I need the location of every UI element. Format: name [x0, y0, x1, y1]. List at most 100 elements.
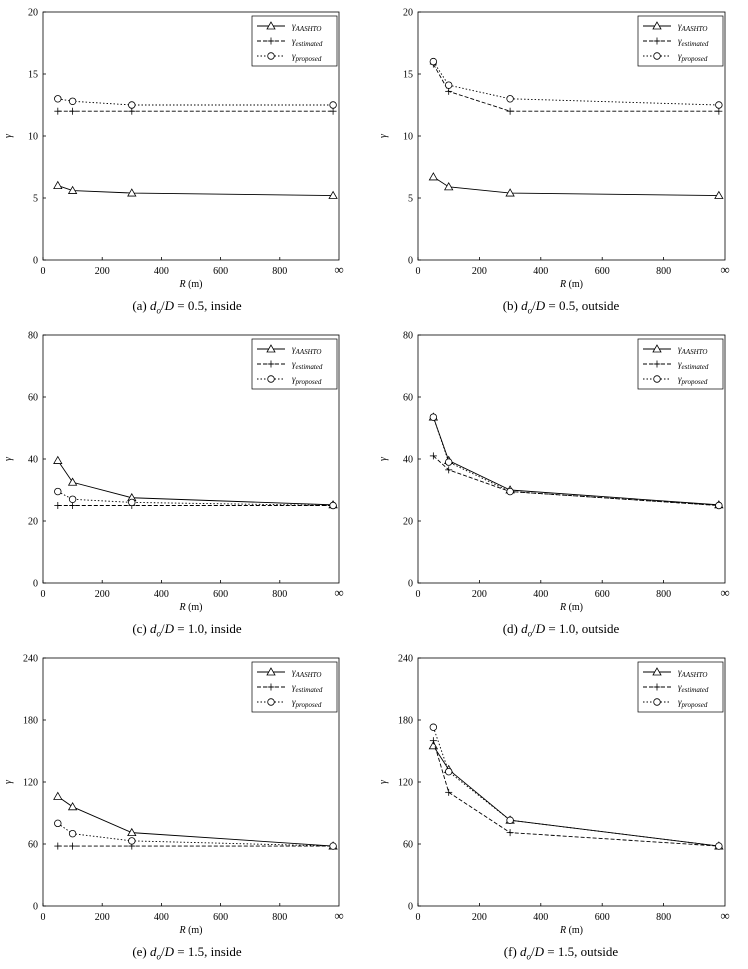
y-tick-label: 60: [403, 393, 413, 404]
data-point: [53, 455, 63, 464]
y-axis-label: γ: [3, 779, 14, 784]
data-point: [127, 827, 137, 837]
x-tick-label: 600: [595, 912, 610, 923]
legend-marker: [653, 52, 661, 60]
series-line: [57, 796, 334, 847]
series-proposed: [54, 819, 337, 850]
x-tick-label-infinity: ∞: [334, 585, 343, 600]
chart-panel-f: 0 60 120 180 240 0 200 400 600 800 ∞ R (m) γ γAASHTO γ…: [374, 646, 748, 969]
series-line: [432, 745, 719, 847]
y-axis-label: γ: [3, 456, 14, 461]
legend-entry: γestimated: [678, 36, 709, 48]
caption-side: inside: [210, 621, 242, 636]
caption-side: outside: [581, 298, 620, 313]
data-point: [54, 107, 62, 115]
x-tick-label-infinity: ∞: [720, 262, 729, 277]
legend-entry: γAASHTO: [292, 667, 321, 679]
data-point: [506, 487, 514, 496]
panel-caption: (e) do/D = 1.5, inside: [132, 944, 242, 962]
y-axis-label: γ: [378, 456, 389, 461]
series-aashto: [53, 180, 338, 199]
data-point: [128, 107, 136, 115]
legend-entry: γproposed: [678, 374, 708, 386]
y-tick-label: 10: [403, 132, 413, 143]
caption-value: 1.5: [187, 944, 205, 959]
series-line: [57, 822, 334, 847]
panel-caption: (b) do/D = 0.5, outside: [502, 298, 620, 316]
x-tick-label: 600: [213, 266, 228, 277]
y-tick-label: 120: [23, 778, 38, 789]
series-line: [57, 98, 334, 106]
y-tick-label: 0: [408, 256, 413, 267]
caption-letter: (a): [132, 298, 147, 313]
data-point: [54, 95, 62, 103]
caption-value: 0.5: [558, 298, 576, 313]
y-axis-label: γ: [378, 779, 389, 784]
x-tick-label-infinity: ∞: [720, 585, 729, 600]
caption-side: outside: [581, 621, 620, 636]
series-line: [57, 491, 334, 506]
legend: γAASHTO γestimated γproposed: [251, 661, 338, 713]
data-point: [329, 101, 337, 109]
legend-marker: [652, 21, 662, 30]
y-tick-label: 80: [28, 331, 38, 342]
y-tick-label: 40: [28, 455, 38, 466]
legend-marker: [267, 52, 275, 60]
data-point: [445, 87, 453, 95]
x-tick-label: 400: [533, 589, 548, 600]
data-point: [445, 466, 453, 474]
data-point: [127, 188, 137, 197]
legend-marker: [266, 344, 276, 353]
x-tick-label: 400: [533, 912, 548, 923]
y-tick-label: 20: [403, 8, 413, 19]
legend: γAASHTO γestimated γproposed: [637, 338, 724, 390]
legend-marker: [653, 360, 661, 368]
y-axis-label: γ: [3, 133, 14, 138]
series-proposed: [429, 413, 723, 510]
x-tick-label: 600: [213, 912, 228, 923]
legend-entry: γestimated: [678, 682, 709, 694]
legend-entry: γestimated: [292, 359, 323, 371]
legend-entry: γproposed: [678, 697, 708, 709]
legend-marker: [652, 667, 662, 676]
series-line: [432, 61, 719, 106]
data-point: [68, 97, 77, 105]
y-tick-label: 180: [23, 716, 38, 727]
x-axis-label: R (m): [559, 925, 583, 936]
data-point: [715, 107, 723, 115]
y-tick-label: 5: [33, 194, 38, 205]
legend-entry: γproposed: [292, 374, 322, 386]
y-tick-label: 240: [23, 654, 38, 665]
series-proposed: [54, 95, 337, 109]
data-point: [506, 829, 514, 837]
legend-entry: γAASHTO: [678, 344, 707, 356]
data-point: [506, 95, 514, 103]
caption-side: outside: [580, 944, 619, 959]
legend-entry: γestimated: [292, 36, 323, 48]
series-line: [57, 185, 334, 196]
y-tick-label: 40: [403, 455, 413, 466]
caption-value: 1.0: [558, 621, 576, 636]
legend-entry: γproposed: [292, 51, 322, 63]
y-tick-label: 0: [33, 902, 38, 913]
data-point: [329, 501, 337, 510]
series-proposed: [54, 487, 337, 510]
legend-entry: γestimated: [678, 359, 709, 371]
series-estimated: [54, 107, 337, 115]
panel-caption: (f) do/D = 1.5, outside: [503, 944, 619, 962]
x-tick-label-infinity: ∞: [720, 908, 729, 923]
x-axis-label: R (m): [178, 925, 202, 936]
legend-marker: [267, 698, 275, 706]
series-estimated: [429, 737, 723, 850]
data-point: [53, 791, 63, 800]
x-tick-label: 200: [472, 589, 487, 600]
y-tick-label: 120: [398, 778, 413, 789]
legend-marker: [267, 683, 275, 691]
series-estimated: [429, 60, 723, 115]
data-point: [68, 829, 77, 838]
caption-letter: (b): [502, 298, 518, 313]
caption-value: 1.5: [557, 944, 575, 959]
series-aashto: [53, 791, 338, 850]
